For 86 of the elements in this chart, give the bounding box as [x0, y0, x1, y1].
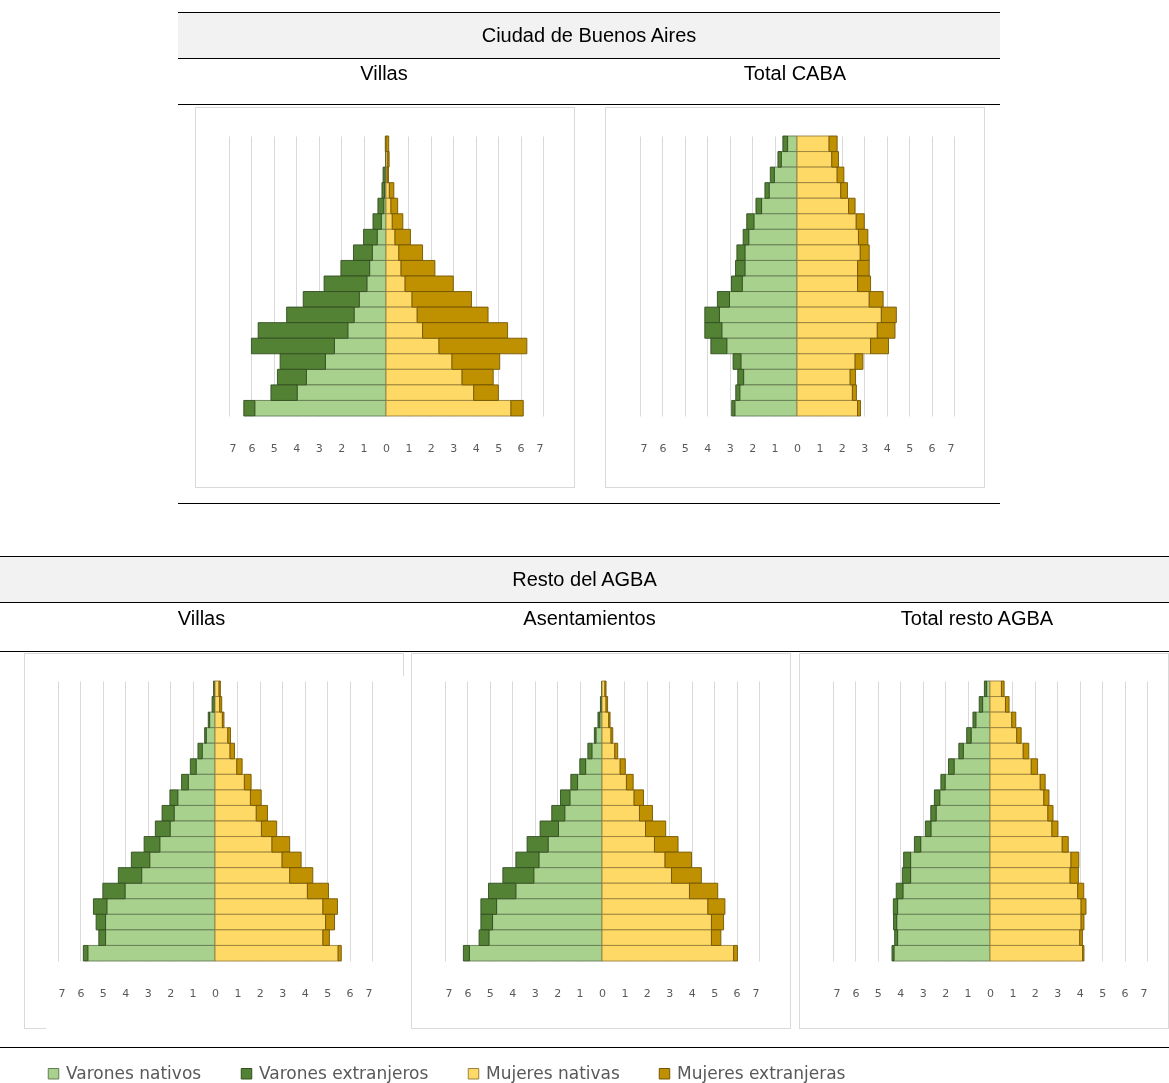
x-tick-label: 4 — [509, 986, 517, 1000]
x-tick-label: 1 — [964, 986, 972, 1000]
x-tick-label: 4 — [897, 986, 905, 1000]
x-tick-label: 1 — [189, 986, 197, 1000]
x-tick-label: 0 — [212, 986, 219, 1000]
x-tick-label: 5 — [711, 986, 719, 1000]
x-tick-label: 6 — [517, 441, 525, 455]
x-tick-label: 4 — [883, 441, 891, 455]
x-tick-label: 6 — [464, 986, 472, 1000]
x-tick-label: 7 — [536, 441, 544, 455]
x-tick-label: 5 — [495, 441, 503, 455]
x-tick-label: 4 — [704, 441, 712, 455]
x-tick-label: 3 — [919, 986, 927, 1000]
x-tick-label: 3 — [726, 441, 734, 455]
x-tick-label: 5 — [1099, 986, 1107, 1000]
x-tick-label: 6 — [659, 441, 667, 455]
x-tick-label: 2 — [749, 441, 757, 455]
chart-title: Resto del AGBA — [0, 556, 1169, 603]
x-tick-label: 7 — [229, 441, 237, 455]
x-tick-label: 2 — [643, 986, 651, 1000]
chart-subtitle: Total CABA — [742, 62, 848, 85]
x-tick-label: 7 — [640, 441, 648, 455]
x-tick-label: 1 — [621, 986, 629, 1000]
x-tick-label: 4 — [301, 986, 309, 1000]
x-tick-label: 6 — [733, 986, 741, 1000]
x-tick-label: 6 — [77, 986, 85, 1000]
x-tick-label: 3 — [531, 986, 539, 1000]
x-tick-label: 5 — [906, 441, 914, 455]
x-tick-label: 3 — [861, 441, 869, 455]
x-tick-label: 0 — [794, 441, 801, 455]
x-tick-label: 5 — [681, 441, 689, 455]
chart-subtitle: Villas — [176, 607, 227, 630]
x-tick-label: 1 — [816, 441, 824, 455]
x-tick-label: 3 — [315, 441, 323, 455]
x-tick-label: 5 — [486, 986, 494, 1000]
x-tick-label: 3 — [450, 441, 458, 455]
x-tick-label: 1 — [576, 986, 584, 1000]
x-tick-label: 2 — [256, 986, 264, 1000]
chart-subtitle: Total resto AGBA — [899, 607, 1055, 630]
x-tick-label: 7 — [947, 441, 955, 455]
x-tick-label: 0 — [599, 986, 606, 1000]
x-tick-label: 1 — [234, 986, 242, 1000]
x-tick-label: 2 — [167, 986, 175, 1000]
x-tick-label: 7 — [445, 986, 453, 1000]
legend-label: Mujeres nativas — [486, 1062, 621, 1083]
x-tick-label: 4 — [688, 986, 696, 1000]
x-tick-label: 3 — [666, 986, 674, 1000]
x-tick-label: 4 — [122, 986, 130, 1000]
x-tick-label: 2 — [838, 441, 846, 455]
x-tick-label: 1 — [1009, 986, 1017, 1000]
x-tick-label: 2 — [942, 986, 950, 1000]
legend-label: Varones extranjeros — [259, 1062, 429, 1083]
x-tick-label: 3 — [144, 986, 152, 1000]
x-tick-label: 7 — [1140, 986, 1148, 1000]
x-tick-label: 3 — [279, 986, 287, 1000]
x-tick-label: 7 — [833, 986, 841, 1000]
x-tick-label: 0 — [383, 441, 390, 455]
legend-label: Mujeres extranjeras — [677, 1062, 846, 1083]
x-tick-label: 5 — [270, 441, 278, 455]
x-tick-label: 2 — [427, 441, 435, 455]
x-tick-label: 0 — [987, 986, 994, 1000]
x-tick-label: 1 — [771, 441, 779, 455]
x-tick-label: 6 — [248, 441, 256, 455]
x-tick-label: 7 — [365, 986, 373, 1000]
x-tick-label: 5 — [874, 986, 882, 1000]
x-tick-label: 5 — [324, 986, 332, 1000]
x-tick-label: 6 — [928, 441, 936, 455]
x-tick-label: 1 — [405, 441, 413, 455]
x-tick-label: 4 — [293, 441, 301, 455]
chart-subtitle: Villas — [359, 62, 409, 85]
x-tick-label: 6 — [1121, 986, 1129, 1000]
x-tick-label: 4 — [472, 441, 480, 455]
x-tick-label: 6 — [346, 986, 354, 1000]
x-tick-label: 6 — [852, 986, 860, 1000]
x-tick-label: 1 — [360, 441, 368, 455]
x-tick-label: 5 — [99, 986, 107, 1000]
text: Ciudad de Buenos Aires — [178, 12, 1000, 59]
x-tick-label: 2 — [554, 986, 562, 1000]
chart-subtitle: Asentamientos — [522, 607, 657, 630]
x-tick-label: 7 — [58, 986, 66, 1000]
x-tick-label: 2 — [1031, 986, 1039, 1000]
x-tick-label: 3 — [1054, 986, 1062, 1000]
x-tick-label: 4 — [1076, 986, 1084, 1000]
x-tick-label: 2 — [338, 441, 346, 455]
x-tick-label: 7 — [752, 986, 760, 1000]
legend-label: Varones nativos — [66, 1062, 202, 1083]
